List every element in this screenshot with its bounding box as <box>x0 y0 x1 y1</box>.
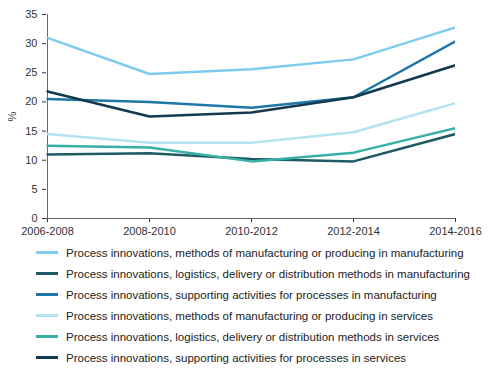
html-text:Process innovations, supportin: Process innovations, supporting activiti… <box>66 288 437 301</box>
svg-text:15: 15 <box>25 125 37 137</box>
html-text:Process innovations, methods o: Process innovations, methods of manufact… <box>66 246 464 259</box>
svg-text:2014-2016: 2014-2016 <box>429 225 482 237</box>
svg-text:35: 35 <box>25 8 37 20</box>
svg-text:2010-2012: 2010-2012 <box>225 225 278 237</box>
html-text:Process innovations, methods o: Process innovations, methods of manufact… <box>66 309 433 322</box>
html-text:Process innovations, logistics: Process innovations, logistics, delivery… <box>66 330 440 343</box>
svg-text:20: 20 <box>25 95 37 107</box>
svg-text:2008-2010: 2008-2010 <box>123 225 176 237</box>
svg-text:%: % <box>6 111 18 121</box>
svg-text:2012-2014: 2012-2014 <box>327 225 380 237</box>
svg-text:10: 10 <box>25 154 37 166</box>
html-text:Process innovations, logistics: Process innovations, logistics, delivery… <box>66 267 470 280</box>
svg-text:5: 5 <box>31 183 37 195</box>
svg-text:25: 25 <box>25 66 37 78</box>
html-text:Process innovations, supportin: Process innovations, supporting activiti… <box>66 351 406 364</box>
svg-text:30: 30 <box>25 37 37 49</box>
svg-text:2006-2008: 2006-2008 <box>21 225 74 237</box>
svg-text:0: 0 <box>31 212 37 224</box>
